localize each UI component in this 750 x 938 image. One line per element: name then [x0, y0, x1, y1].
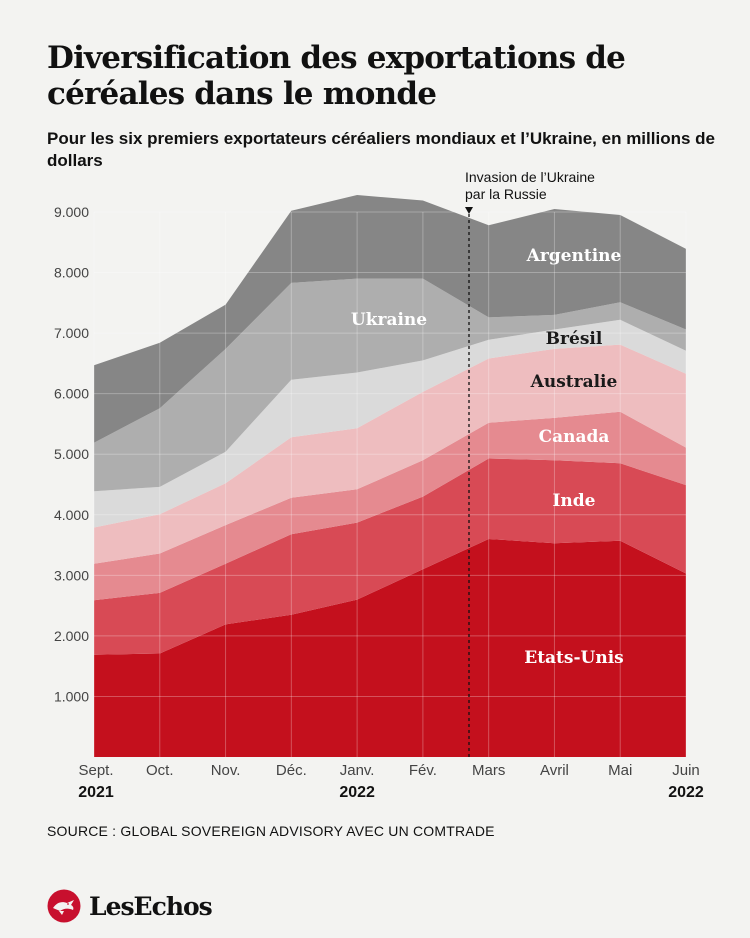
chart-title: Diversification des exportations de céré… [47, 40, 626, 112]
y-tick-label: 1.000 [54, 688, 89, 704]
area-inde [94, 458, 686, 655]
series-label-etats-unis: Etats-Unis [524, 648, 624, 668]
x-tick-label: Fév. [409, 762, 437, 779]
x-tick-label: Oct. [146, 762, 174, 779]
x-tick-label: Mars [472, 762, 505, 779]
y-axis-ticks: 1.000 2.000 3.000 4.000 5.000 6.000 7.000 8.000… [54, 204, 89, 704]
y-tick-label: 7.000 [54, 325, 89, 341]
les-echos-logo: LesEchos [47, 886, 213, 926]
series-label-bresil: Brésil [546, 329, 603, 349]
x-tick-label: Nov. [211, 762, 241, 779]
area-bresil [94, 319, 686, 528]
y-tick-label: 5.000 [54, 446, 89, 462]
x-year-label: 2022 [668, 784, 704, 801]
x-tick-label: Juin [672, 762, 700, 779]
area-etats-unis [94, 539, 686, 757]
y-tick-label: 6.000 [54, 386, 89, 402]
brand-name: LesEchos [89, 891, 213, 921]
x-tick-label: Avril [540, 762, 569, 779]
gridlines [93, 211, 687, 757]
series-label-ukraine: Ukraine [351, 310, 427, 330]
area-canada [94, 411, 686, 601]
area-argentine [94, 195, 686, 443]
x-tick-label: Mai [608, 762, 632, 779]
source-note: SOURCE : GLOBAL SOVEREIGN ADVISORY AVEC … [47, 823, 495, 839]
annotation-text: par la Russie [465, 186, 547, 202]
y-tick-label: 2.000 [54, 628, 89, 644]
chart-subtitle: Pour les six premiers exportateurs céréa… [47, 129, 715, 170]
series-label-canada: Canada [539, 427, 610, 447]
x-tick-label: Sept. [78, 762, 113, 779]
stacked-area-chart: 1.000 2.000 3.000 4.000 5.000 6.000 7.000 8.000… [54, 169, 704, 801]
series-label-australie: Australie [530, 372, 618, 392]
area-layers [94, 195, 686, 757]
series-label-inde: Inde [552, 491, 595, 511]
annotation-text: Invasion de l’Ukraine [465, 169, 595, 185]
series-label-argentine: Argentine [526, 246, 622, 266]
y-tick-label: 3.000 [54, 567, 89, 583]
area-australie [94, 344, 686, 564]
x-tick-label: Déc. [276, 762, 307, 779]
x-year-label: 2022 [339, 784, 375, 801]
annotation-arrow-icon [465, 207, 473, 214]
y-tick-label: 9.000 [54, 204, 89, 220]
y-tick-label: 4.000 [54, 507, 89, 523]
les-echos-bird-logo-icon [47, 889, 81, 923]
x-tick-label: Janv. [340, 762, 375, 779]
x-axis-ticks: Sept. 2021 Oct. Nov. Déc. Janv. 2022 Fév. Mars Av… [78, 762, 704, 801]
series-labels: Etats-Unis Inde Canada Australie Brésil Ukrai… [351, 246, 624, 668]
y-tick-label: 8.000 [54, 265, 89, 281]
x-year-label: 2021 [78, 784, 114, 801]
area-ukraine [94, 278, 686, 492]
